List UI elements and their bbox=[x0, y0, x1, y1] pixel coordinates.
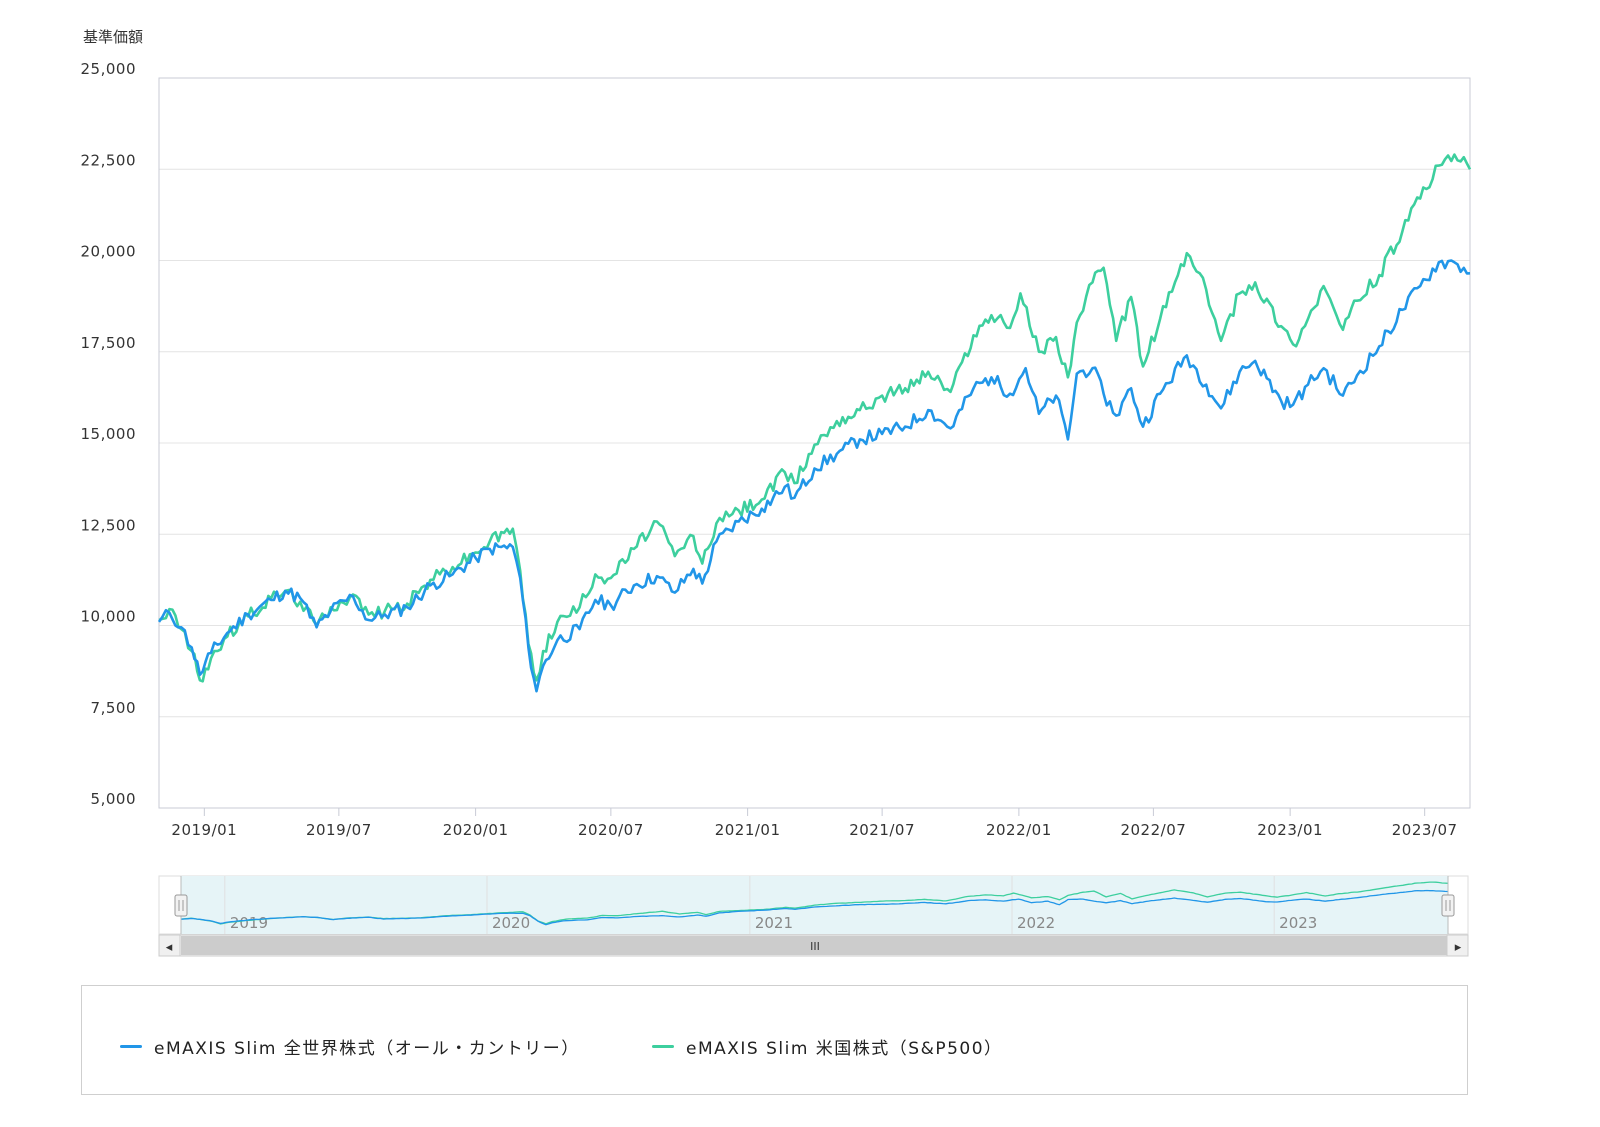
x-tick-label: 2022/07 bbox=[1120, 821, 1186, 839]
y-tick-label: 5,000 bbox=[91, 790, 136, 808]
navigator[interactable]: 2019 2020 2021 2022 2023 bbox=[158, 875, 1469, 935]
x-tick-label: 2021/01 bbox=[715, 821, 781, 839]
y-tick-label: 20,000 bbox=[81, 243, 137, 261]
grid bbox=[159, 77, 1470, 809]
x-tick-label: 2019/01 bbox=[171, 821, 237, 839]
scroll-right-button[interactable]: ▸ bbox=[1446, 934, 1469, 957]
navigator-year-label: 2022 bbox=[1017, 914, 1055, 932]
x-tick-label: 2021/07 bbox=[849, 821, 915, 839]
y-tick-label: 15,000 bbox=[81, 425, 137, 443]
legend-item-sp500[interactable]: eMAXIS Slim 米国株式（S&P500） bbox=[652, 1034, 1003, 1059]
y-tick-label: 17,500 bbox=[81, 334, 137, 352]
x-tick-label: 2023/07 bbox=[1392, 821, 1458, 839]
y-axis-title: 基準価額 bbox=[83, 28, 143, 46]
x-tick-label: 2019/07 bbox=[306, 821, 372, 839]
navigator-grid bbox=[224, 876, 1275, 934]
y-tick-label: 12,500 bbox=[81, 516, 137, 534]
scrollbar[interactable]: III ◂ ▸ bbox=[158, 934, 1469, 957]
navigator-series bbox=[180, 881, 1449, 926]
navigator-year-label: 2019 bbox=[230, 914, 268, 932]
y-tick-label: 22,500 bbox=[81, 151, 137, 169]
x-tick-label: 2020/01 bbox=[443, 821, 509, 839]
x-axis-ticks: 2019/01 2019/07 2020/01 2020/07 2021/01 2021/… bbox=[171, 808, 1457, 839]
navigator-labels: 2019 2020 2021 2022 2023 bbox=[230, 914, 1318, 932]
legend-swatch-all-country bbox=[120, 1045, 142, 1048]
series-line-all-country[interactable] bbox=[157, 259, 1471, 693]
plot-area[interactable] bbox=[158, 77, 1471, 809]
y-tick-label: 10,000 bbox=[81, 608, 137, 626]
navigator-right-handle[interactable] bbox=[1441, 894, 1455, 917]
legend: eMAXIS Slim 全世界株式（オール・カントリー） eMAXIS Slim… bbox=[81, 985, 1468, 1095]
navigator-year-label: 2021 bbox=[755, 914, 793, 932]
navigator-year-label: 2020 bbox=[492, 914, 530, 932]
y-axis-ticks: 5,000 7,500 10,000 12,500 15,000 17,500 20,000… bbox=[81, 60, 137, 808]
navigator-left-handle[interactable] bbox=[174, 894, 188, 917]
arrow-right-icon: ▸ bbox=[1455, 940, 1462, 955]
navigator-year-label: 2023 bbox=[1279, 914, 1317, 932]
series-lines[interactable] bbox=[157, 153, 1472, 693]
x-tick-label: 2020/07 bbox=[578, 821, 644, 839]
x-tick-label: 2023/01 bbox=[1257, 821, 1323, 839]
scroll-left-button[interactable]: ◂ bbox=[158, 934, 181, 957]
legend-swatch-sp500 bbox=[652, 1045, 674, 1048]
y-tick-label: 7,500 bbox=[91, 699, 136, 717]
scrollbar-thumb[interactable] bbox=[181, 936, 1448, 955]
arrow-left-icon: ◂ bbox=[166, 940, 173, 955]
y-tick-label: 25,000 bbox=[81, 60, 137, 78]
legend-label-sp500: eMAXIS Slim 米国株式（S&P500） bbox=[686, 1039, 1003, 1059]
legend-item-all-country[interactable]: eMAXIS Slim 全世界株式（オール・カントリー） bbox=[120, 1034, 580, 1059]
x-tick-label: 2022/01 bbox=[986, 821, 1052, 839]
legend-label-all-country: eMAXIS Slim 全世界株式（オール・カントリー） bbox=[154, 1039, 580, 1059]
navigator-line-all-country bbox=[180, 889, 1449, 926]
scrollbar-grip-icon: III bbox=[810, 940, 820, 953]
